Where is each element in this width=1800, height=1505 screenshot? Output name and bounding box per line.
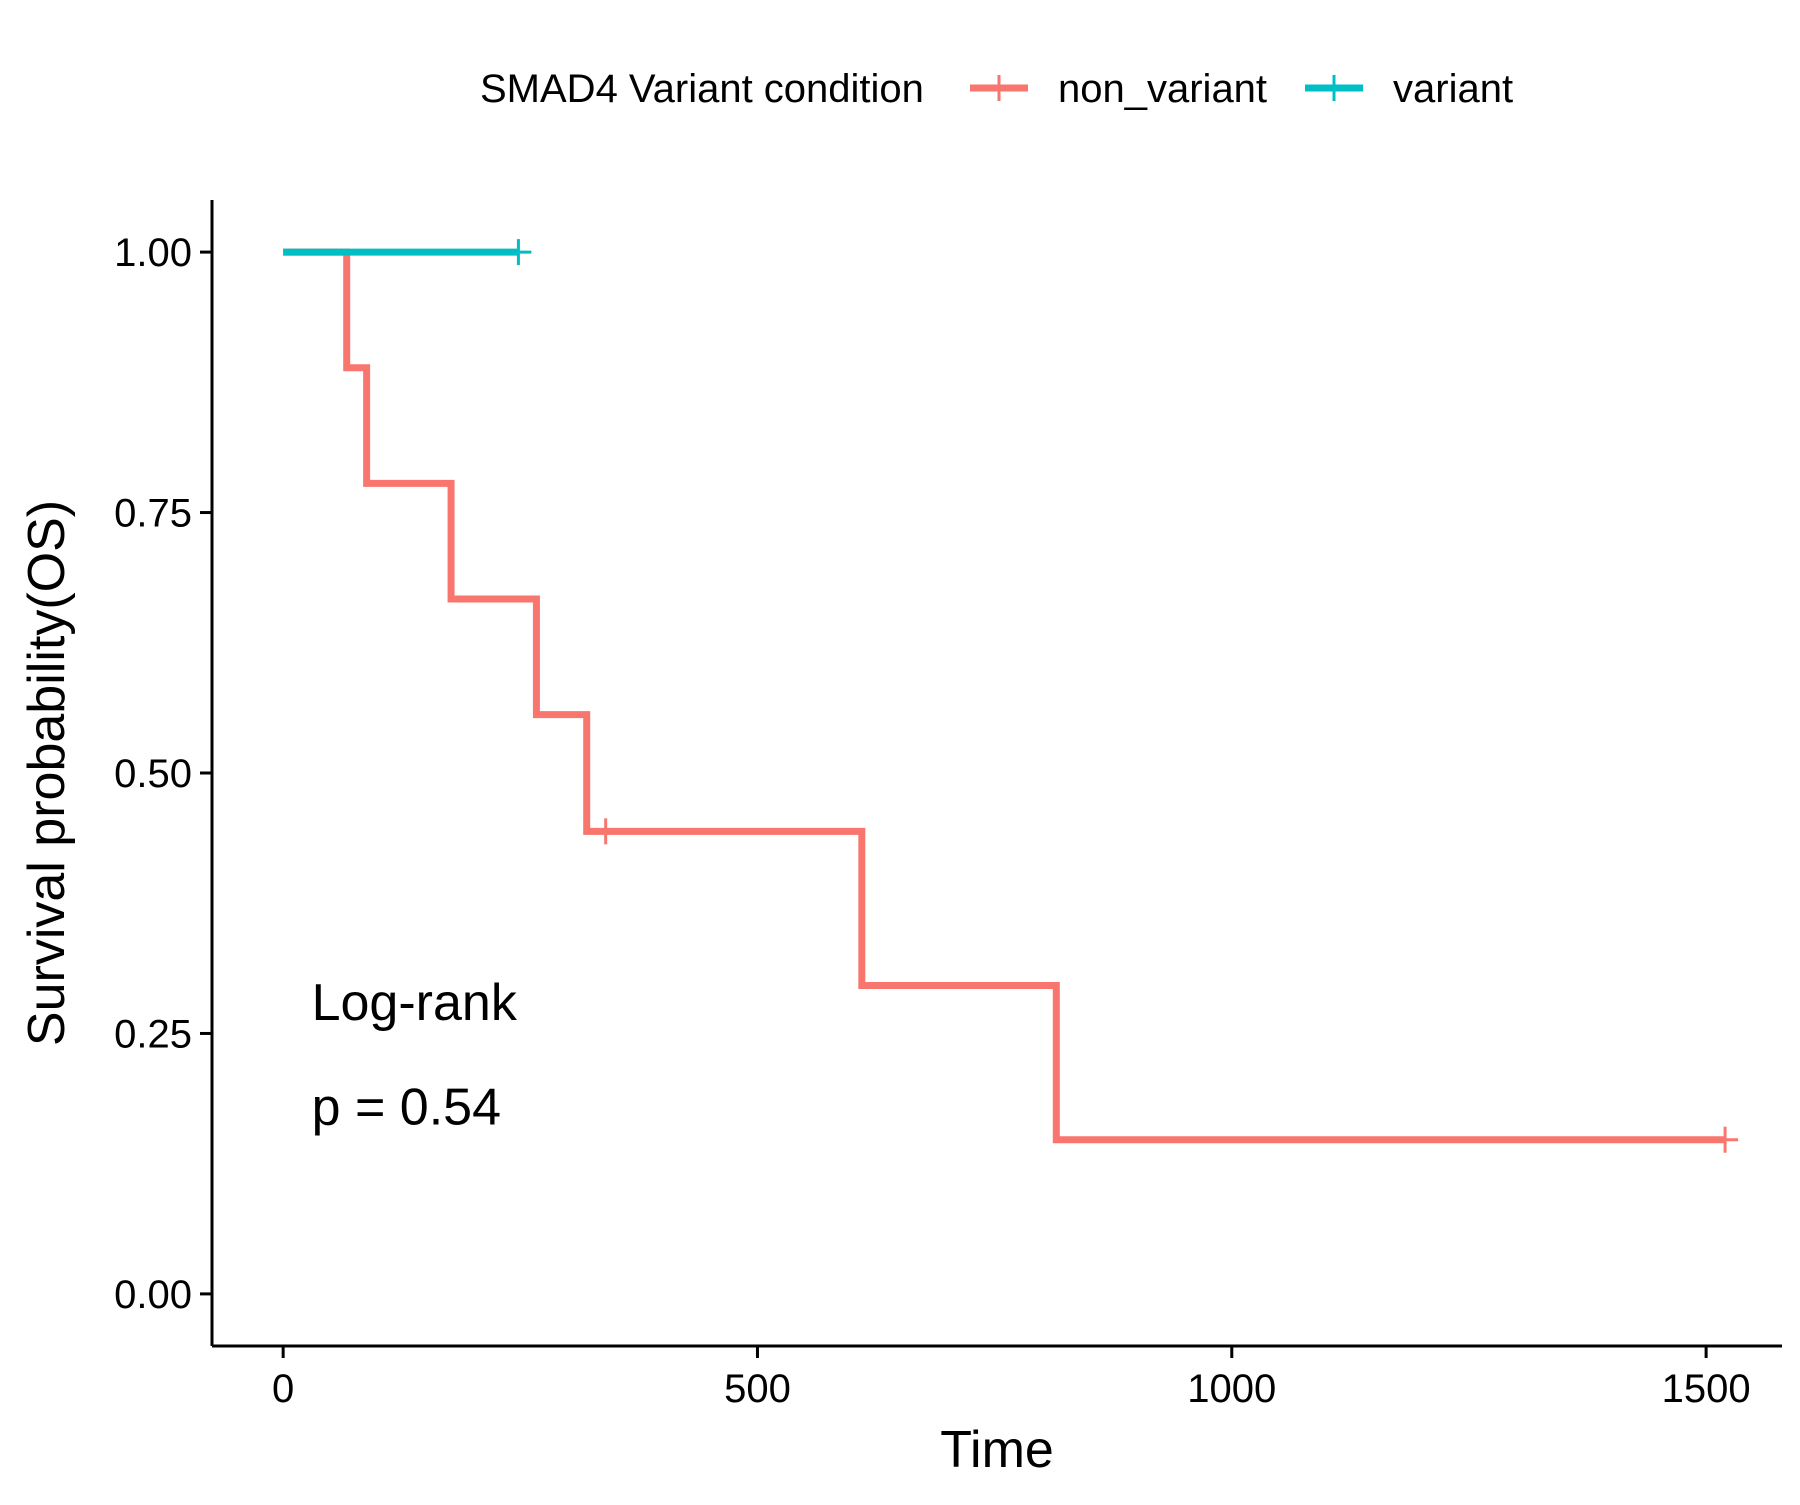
legend-item-non-variant: non_variant [970,67,1267,111]
series-layer [283,239,1739,1153]
x-tick-label: 500 [724,1367,791,1411]
legend-label: non_variant [1058,67,1267,111]
series-line-non-variant [283,248,1726,1144]
y-tick-label: 1.00 [114,231,192,275]
legend-title: SMAD4 Variant condition [480,67,924,111]
legend: SMAD4 Variant condition non_variant varia… [480,67,1513,111]
y-tick-label: 0.50 [114,752,192,796]
y-axis-title: Survival probability(OS) [18,500,76,1046]
censor-mark-non-variant [1712,1126,1739,1153]
censor-mark-non-variant [592,818,619,845]
annotation-test-name: Log-rank [312,974,518,1032]
legend-items: non_variant variant [970,67,1513,111]
y-tick-label: 0.00 [114,1273,192,1317]
x-tick-label: 1500 [1662,1367,1751,1411]
y-ticks: 0.00 0.25 0.50 0.75 1.00 [114,231,212,1317]
x-axis-title: Time [940,1421,1054,1479]
legend-item-variant: variant [1305,67,1513,111]
censor-mark-variant [505,239,532,266]
annotation-p-value: p = 0.54 [312,1078,501,1136]
y-tick-label: 0.25 [114,1012,192,1056]
y-tick-label: 0.75 [114,492,192,536]
annotations: Log-rank p = 0.54 [312,974,518,1136]
x-ticks: 0 500 1000 1500 [272,1346,1751,1411]
legend-label: variant [1393,67,1513,111]
axes: 0.00 0.25 0.50 0.75 1.00 0 500 1000 1500 [114,200,1782,1411]
x-tick-label: 0 [272,1367,294,1411]
x-tick-label: 1000 [1187,1367,1276,1411]
